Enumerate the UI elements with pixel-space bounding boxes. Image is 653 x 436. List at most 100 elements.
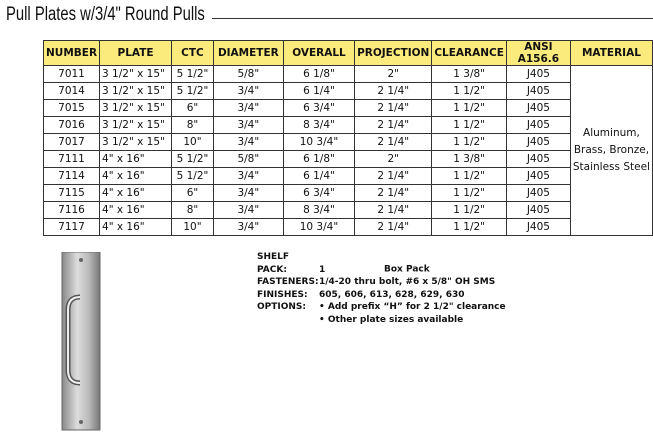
column-header: NUMBER [42, 40, 101, 66]
table-cell: 1 1/2" [431, 82, 507, 100]
table-cell: 7114 [42, 167, 101, 185]
table-cell: 3/4" [212, 218, 284, 236]
table-row: 7011 3 1/2" x 15" 5 1/2" 5/8" 6 1/8" 2" 1 3/8"… [42, 65, 653, 236]
table-row: 7117 4" x 16" 10" 3/4" 10 3/4" 2 1/4" 1 1/2" J4… [42, 218, 653, 236]
table-cell: 10 3/4" [282, 218, 356, 236]
table-cell: 8 3/4" [282, 116, 356, 134]
table-cell: 3 1/2" x 15" [99, 116, 173, 134]
table-cell: 1 1/2" [431, 133, 507, 151]
option-item: • Add prefix “H” for 2 1/2" clearance [319, 302, 506, 312]
table-cell: 1 1/2" [431, 116, 507, 134]
table-cell: 10" [171, 133, 214, 151]
table-cell: J405 [505, 82, 571, 100]
table-cell: 2 1/4" [354, 184, 433, 202]
table-row: 7111 4" x 16" 5 1/2" 5/8" 6 1/8" 2" 1 3/8" J405 [42, 150, 653, 168]
options-label: OPTIONS: [257, 302, 306, 312]
finishes-value: 605, 606, 613, 628, 629, 630 [319, 289, 465, 300]
table-cell: 3/4" [212, 184, 284, 202]
table-cell: 1 1/2" [431, 201, 507, 219]
table-cell: 6 1/8" [282, 65, 356, 83]
shelf-pack-label: SHELF PACK: [257, 252, 290, 275]
table-cell: 6 1/4" [282, 167, 356, 185]
table-cell: 7115 [42, 184, 101, 202]
table-cell: 1 1/2" [431, 99, 507, 117]
table-cell: 6 3/4" [282, 184, 356, 202]
table-cell: 6" [171, 184, 214, 202]
table-cell: J405 [505, 116, 571, 134]
table-cell: 3/4" [212, 116, 284, 134]
material-line: Brass, Bronze, [573, 144, 650, 156]
table-cell: 4" x 16" [99, 184, 173, 202]
table-cell: 3 1/2" x 15" [99, 65, 173, 83]
table-cell: 7014 [42, 82, 101, 100]
pull-plate-image [60, 251, 102, 436]
table-cell: 3/4" [212, 82, 284, 100]
table-cell: 8" [171, 201, 214, 219]
table-cell: J405 [505, 201, 571, 219]
table-cell: J405 [505, 99, 571, 117]
material-line: Aluminum, [583, 127, 640, 139]
column-header: PLATE [99, 40, 173, 66]
table-cell: 1 1/2" [431, 218, 507, 236]
material-line: Stainless Steel [572, 161, 650, 173]
table-cell: J405 [505, 150, 571, 168]
table-cell: 3 1/2" x 15" [99, 82, 173, 100]
material-cell: Aluminum, Brass, Bronze, Stainless Steel [569, 65, 653, 236]
fasteners-label: FASTENERS: [257, 277, 319, 287]
spec-table: NUMBER PLATE CTC DIAMETER OVERALL PROJECTION C… [42, 40, 653, 236]
table-row: 7014 3 1/2" x 15" 5 1/2" 3/4" 6 1/4" 2 1/4" 1 … [42, 82, 653, 100]
table-cell: 5/8" [212, 65, 284, 83]
table-row: 7114 4" x 16" 5 1/2" 3/4" 6 1/4" 2 1/4" 1 1/2"… [42, 167, 653, 185]
column-header: CTC [171, 40, 214, 66]
table-cell: 8 3/4" [282, 201, 356, 219]
table-cell: 2 1/4" [354, 82, 433, 100]
table-row: 7115 4" x 16" 6" 3/4" 6 3/4" 2 1/4" 1 1/2" J405 [42, 184, 653, 202]
column-header: OVERALL [282, 40, 356, 66]
spec-details: SHELF PACK: 1 Box Pack FASTENERS:1/4-20 th… [257, 251, 506, 326]
table-cell: 3/4" [212, 167, 284, 185]
table-cell: 3/4" [212, 133, 284, 151]
table-row: 7017 3 1/2" x 15" 10" 3/4" 10 3/4" 2 1/4" 1 1/… [42, 133, 653, 151]
column-header: PROJECTION [354, 40, 433, 66]
table-cell: 5 1/2" [171, 65, 214, 83]
table-cell: 6" [171, 99, 214, 117]
table-cell: 6 1/8" [282, 150, 356, 168]
table-cell: J405 [505, 218, 571, 236]
title-rule [212, 18, 653, 19]
table-cell: 7117 [42, 218, 101, 236]
table-cell: 4" x 16" [99, 167, 173, 185]
column-header: ANSI A156.6 [505, 40, 571, 66]
table-cell: 3/4" [212, 201, 284, 219]
table-cell: 5 1/2" [171, 82, 214, 100]
table-cell: 1 3/8" [431, 65, 507, 83]
table-cell: 5/8" [212, 150, 284, 168]
table-cell: 7016 [42, 116, 101, 134]
table-cell: 3 1/2" x 15" [99, 99, 173, 117]
table-cell: 2 1/4" [354, 133, 433, 151]
table-cell: 5 1/2" [171, 150, 214, 168]
table-cell: 2 1/4" [354, 218, 433, 236]
table-cell: 6 1/4" [282, 82, 356, 100]
shelf-pack-value: 1 [319, 264, 326, 275]
table-cell: 3/4" [212, 99, 284, 117]
table-row: 7015 3 1/2" x 15" 6" 3/4" 6 3/4" 2 1/4" 1 1/2"… [42, 99, 653, 117]
table-cell: 7116 [42, 201, 101, 219]
table-cell: 7011 [42, 65, 101, 83]
column-header: DIAMETER [212, 40, 284, 66]
table-cell: 1 1/2" [431, 184, 507, 202]
column-header: CLEARANCE [431, 40, 507, 66]
table-cell: 5 1/2" [171, 167, 214, 185]
table-cell: 10 3/4" [282, 133, 356, 151]
table-cell: 4" x 16" [99, 150, 173, 168]
page-title: Pull Plates w/3/4" Round Pulls [6, 4, 205, 25]
table-cell: 7015 [42, 99, 101, 117]
table-cell: J405 [505, 133, 571, 151]
table-cell: 6 3/4" [282, 99, 356, 117]
table-cell: 7017 [42, 133, 101, 151]
table-cell: J405 [505, 167, 571, 185]
table-cell: 4" x 16" [99, 201, 173, 219]
table-row: 7016 3 1/2" x 15" 8" 3/4" 8 3/4" 2 1/4" 1 1/2"… [42, 116, 653, 134]
table-cell: 2 1/4" [354, 99, 433, 117]
table-cell: 8" [171, 116, 214, 134]
table-cell: J405 [505, 184, 571, 202]
